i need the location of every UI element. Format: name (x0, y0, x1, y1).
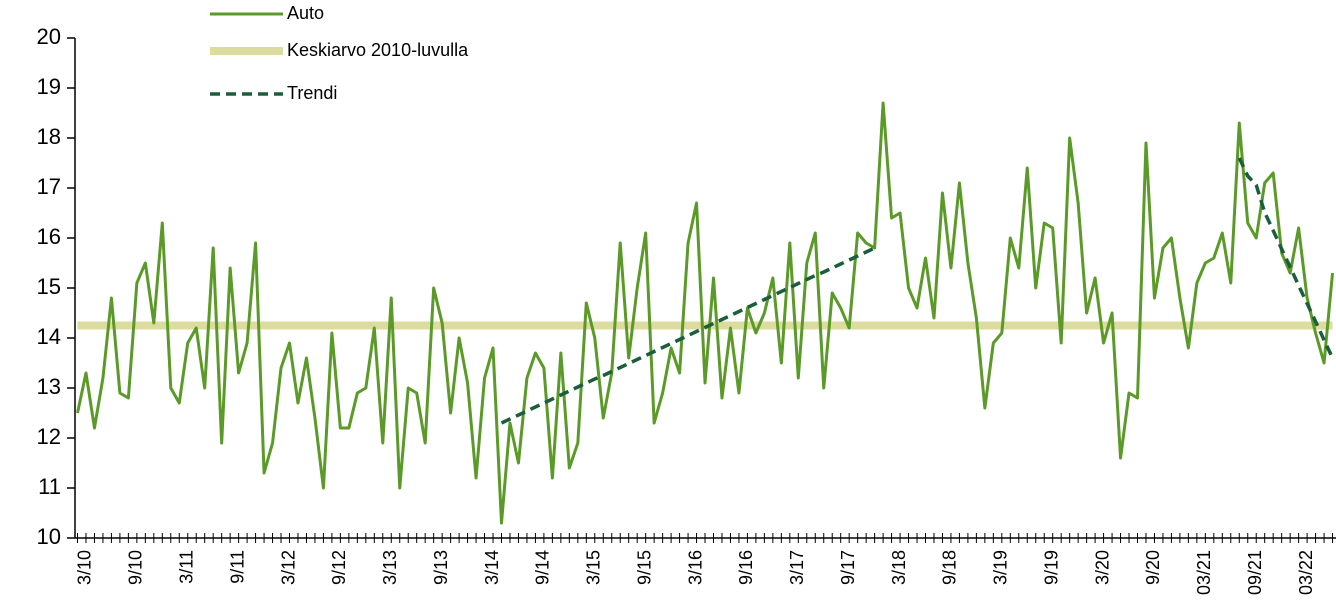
y-tick-label: 12 (37, 424, 61, 449)
x-tick-label: 3/11 (176, 550, 196, 584)
x-tick-label: 9/15 (634, 550, 654, 585)
x-tick-label: 3/13 (380, 550, 400, 585)
y-tick-label: 17 (37, 174, 61, 199)
legend-label: Trendi (287, 83, 337, 103)
x-tick-label: 3/12 (278, 550, 298, 585)
y-tick-label: 15 (37, 274, 61, 299)
y-tick-label: 16 (37, 224, 61, 249)
x-tick-label: 09/21 (1245, 550, 1265, 595)
x-tick-label: 9/20 (1143, 550, 1163, 585)
x-tick-label: 3/16 (685, 550, 705, 585)
x-tick-label: 3/19 (991, 550, 1011, 585)
x-tick-label: 9/16 (736, 550, 756, 585)
y-tick-label: 20 (37, 24, 61, 49)
x-tick-label: 3/18 (889, 550, 909, 585)
y-tick-label: 10 (37, 524, 61, 549)
x-tick-label: 9/14 (533, 550, 553, 585)
x-tick-label: 9/12 (329, 550, 349, 585)
y-tick-label: 19 (37, 74, 61, 99)
series-line (500, 157, 1335, 425)
legend-label: Keskiarvo 2010-luvulla (287, 40, 469, 60)
y-tick-label: 13 (37, 374, 61, 399)
y-tick-label: 11 (38, 474, 61, 499)
x-tick-label: 9/11 (227, 550, 247, 584)
x-tick-label: 3/17 (787, 550, 807, 585)
y-tick-label: 18 (37, 124, 61, 149)
x-tick-label: 3/20 (1092, 550, 1112, 585)
x-tick-label: 9/17 (838, 550, 858, 585)
x-tick-label: 3/14 (482, 550, 502, 585)
x-tick-label: 9/13 (431, 550, 451, 585)
x-tick-label: 9/19 (1041, 550, 1061, 585)
x-tick-label: 03/21 (1194, 550, 1214, 595)
y-tick-label: 14 (37, 324, 61, 349)
x-tick-label: 3/15 (584, 550, 604, 585)
legend-label: Auto (287, 3, 324, 23)
x-tick-label: 9/18 (940, 550, 960, 585)
x-tick-label: 3/10 (75, 550, 95, 585)
x-tick-label: 03/22 (1296, 550, 1316, 595)
x-tick-label: 9/10 (126, 550, 146, 585)
series-line (76, 101, 1335, 525)
